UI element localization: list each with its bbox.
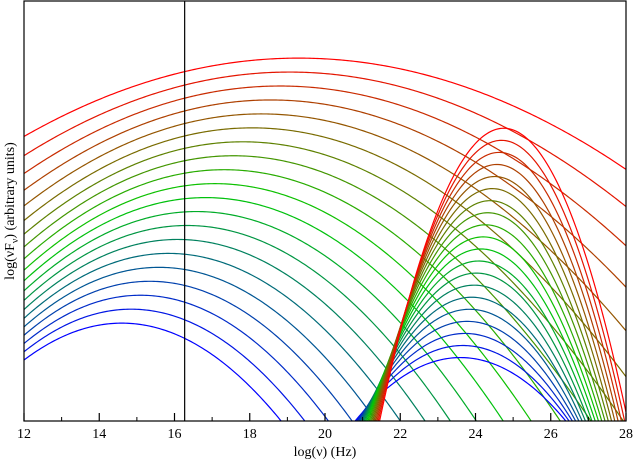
x-axis-title: log(ν) (Hz): [294, 445, 357, 460]
inverse-compton-curve-15: [372, 188, 613, 421]
synchrotron-curve-8: [24, 224, 452, 421]
synchrotron-curve-2: [24, 308, 306, 421]
synchrotron-curve-6: [24, 252, 402, 421]
x-tick-label-22: 22: [393, 427, 407, 442]
inverse-compton-curve-6: [360, 296, 583, 421]
x-tick-label-20: 20: [318, 427, 332, 442]
synchrotron-curve-1: [24, 322, 282, 421]
synchrotron-curve-11: [24, 183, 532, 421]
inverse-compton-curve-9: [364, 260, 593, 421]
synchrotron-curve-13: [24, 155, 592, 421]
inverse-compton-curve-11: [367, 236, 600, 421]
synchrotron-curve-4: [24, 280, 353, 421]
x-tick-label-28: 28: [619, 427, 633, 442]
x-tick-label-12: 12: [17, 427, 31, 442]
x-tick-label-14: 14: [92, 427, 106, 442]
inverse-compton-curve-20: [378, 127, 626, 421]
x-tick-label-18: 18: [243, 427, 257, 442]
synchrotron-curve-19: [24, 71, 626, 208]
y-axis-title: log(νFν) (arbitrary units): [3, 142, 21, 280]
series-curves: [24, 57, 626, 421]
inverse-compton-curve-4: [358, 320, 577, 421]
inverse-compton-curve-14: [371, 200, 609, 421]
synchrotron-curve-9: [24, 210, 478, 421]
synchrotron-curve-5: [24, 266, 377, 421]
x-tick-label-24: 24: [469, 427, 483, 442]
inverse-compton-curve-19: [377, 139, 626, 421]
synchrotron-curve-16: [24, 113, 626, 332]
inverse-compton-curve-12: [368, 224, 603, 421]
inverse-compton-curve-10: [366, 248, 596, 421]
inverse-compton-curve-8: [363, 272, 590, 421]
synchrotron-curve-12: [24, 169, 561, 421]
inverse-compton-curve-13: [369, 212, 606, 421]
inverse-compton-curve-5: [359, 308, 580, 421]
synchrotron-curve-17: [24, 99, 626, 288]
synchrotron-curve-10: [24, 197, 504, 421]
inverse-compton-curve-17: [375, 163, 619, 421]
synchrotron-curve-20: [24, 57, 626, 170]
synchrotron-curve-7: [24, 238, 426, 421]
x-tick-label-16: 16: [168, 427, 182, 442]
inverse-compton-curve-7: [362, 284, 587, 421]
synchrotron-curve-14: [24, 141, 625, 421]
inverse-compton-curve-2: [355, 344, 570, 421]
x-axis-ticks: 12 14 16 18 20 22 24 26 28: [17, 413, 633, 442]
inverse-compton-curve-16: [373, 175, 616, 421]
inverse-compton-curve-3: [356, 332, 574, 421]
synchrotron-curve-18: [24, 85, 626, 247]
inverse-compton-curve-18: [376, 151, 622, 421]
x-tick-label-26: 26: [544, 427, 558, 442]
inverse-compton-curve-1: [354, 356, 567, 421]
